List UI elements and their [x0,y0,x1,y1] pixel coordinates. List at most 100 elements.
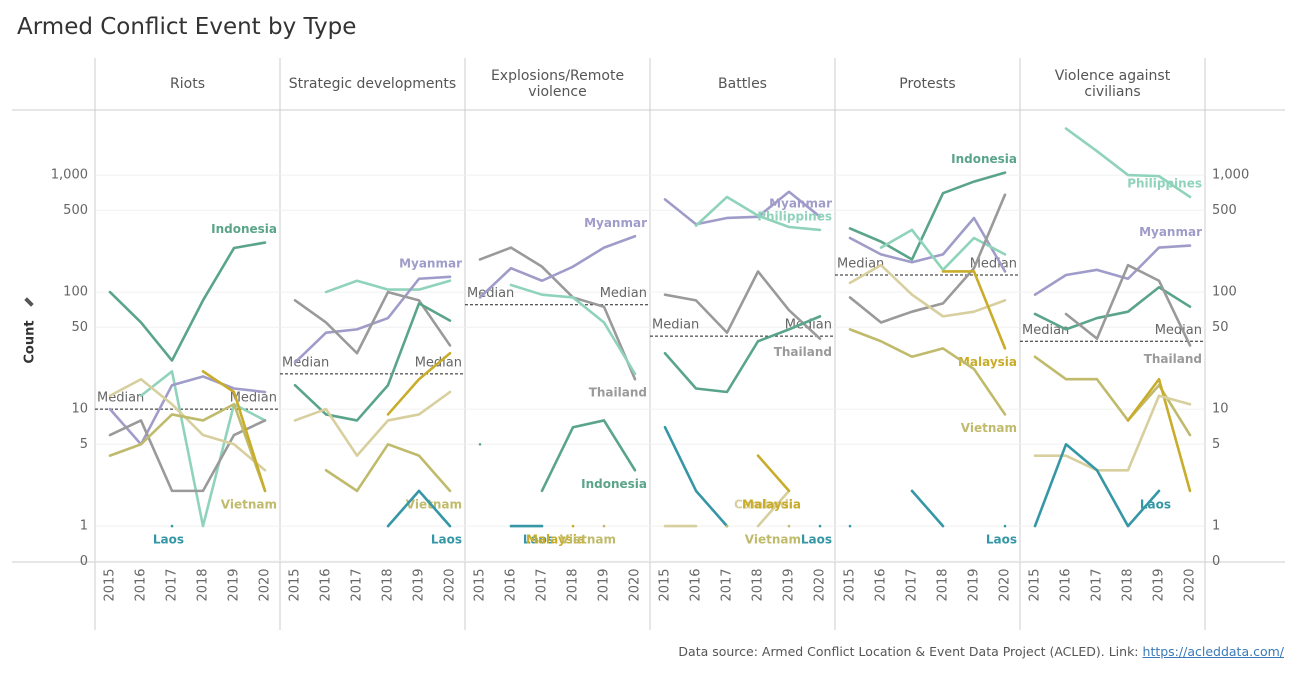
y-tick-label: 10 [1212,402,1229,417]
y-tick-label: 50 [71,320,88,335]
x-tick-label: 2017 [165,568,180,601]
y-tick-label: 0 [80,554,88,569]
series-line [386,489,452,528]
x-tick-label: 2016 [1059,568,1074,601]
x-tick-label: 2019 [967,568,982,601]
x-tick-label: 2020 [1183,568,1198,601]
y-tick-label: 50 [1212,320,1229,335]
series-line [663,190,822,226]
panel-title: Riots [170,76,205,92]
x-tick-label: 2020 [813,568,828,601]
median-label: Median [970,256,1017,271]
series-line [324,443,452,493]
x-tick-label: 2015 [658,568,673,601]
median-label: Median [97,391,144,406]
series-label: Laos [523,533,554,547]
x-tick-label: 2017 [905,568,920,601]
series-label: Myanmar [1139,225,1202,239]
x-tick-label: 2018 [936,568,951,601]
series-label: Laos [153,533,184,547]
y-tick-label: 5 [80,437,88,452]
footer: Data source: Armed Conflict Location & E… [678,644,1284,659]
y-tick-label: 1,000 [51,168,88,183]
x-tick-label: 2015 [843,568,858,601]
median-label: Median [785,318,832,333]
series-label: Laos [431,533,462,547]
x-tick-label: 2020 [998,568,1013,601]
series-line [478,246,637,381]
series-label: Malaysia [958,355,1017,369]
series-line [663,270,822,340]
series-line [324,279,452,294]
series-line [386,351,452,416]
series-label: Myanmar [399,256,462,270]
median-label: Median [282,355,329,370]
x-tick-label: 2017 [720,568,735,601]
x-tick-label: 2015 [1028,568,1043,601]
series-label: Cambodia [734,497,801,511]
x-tick-label: 2018 [1121,568,1136,601]
y-axis-label: Count [23,320,38,363]
panel-title: Explosions/Remote violence [490,68,625,100]
series-label: Thailand [774,345,832,359]
series-label: Indonesia [581,477,647,491]
x-tick-label: 2018 [381,568,396,601]
y-tick-label: 1 [1212,519,1220,534]
series-label: Thailand [1144,352,1202,366]
series-line [293,275,452,364]
x-tick-label: 2017 [535,568,550,601]
series-line [108,241,267,362]
series-line [663,425,822,528]
source-link[interactable]: https://acleddata.com/ [1142,644,1284,659]
series-label: Indonesia [211,222,277,236]
series-line [108,377,267,472]
x-tick-label: 2017 [350,568,365,601]
series-line [848,216,1007,273]
series-label: Vietnam [221,497,277,511]
series-label: Indonesia [951,152,1017,166]
y-tick-label: 5 [1212,437,1220,452]
panel-title: Protests [899,76,956,92]
x-tick-label: 2018 [751,568,766,601]
source-text: Data source: Armed Conflict Location & E… [678,644,1139,659]
series-label: Vietnam [745,533,801,547]
series-label: Philippines [1127,176,1202,190]
series-label: Vietnam [406,497,462,511]
series-label: Laos [801,533,832,547]
x-tick-label: 2016 [689,568,704,601]
series-label: Vietnam [560,533,616,547]
series-line [478,419,637,493]
panel-title: Violence against civilians [1054,68,1171,100]
series-line [663,489,791,528]
series-label: Philippines [757,209,832,223]
median-label: Median [230,391,277,406]
series-label: Laos [1140,497,1171,511]
series-line [848,193,1007,324]
series-line [293,390,452,457]
median-label: Median [1022,323,1069,338]
x-tick-label: 2018 [196,568,211,601]
series-label: Malaysia [742,497,801,511]
series-label: Laos [986,533,1017,547]
series-label: Myanmar [584,216,647,230]
series-line [509,283,637,376]
y-tick-label: 100 [63,285,88,300]
y-tick-label: 0 [1212,554,1220,569]
page-title: Armed Conflict Event by Type [17,14,357,40]
median-label: Median [652,318,699,333]
x-tick-label: 2020 [628,568,643,601]
median-label: Median [1155,323,1202,338]
series-line [108,375,267,446]
series-line [663,315,822,394]
x-tick-label: 2016 [319,568,334,601]
x-tick-label: 2019 [782,568,797,601]
series-line [756,454,791,493]
series-line [201,370,267,493]
pin-icon [24,297,34,307]
series-line [1033,355,1192,437]
series-line [848,263,1007,318]
x-tick-label: 2015 [288,568,303,601]
x-tick-label: 2017 [1090,568,1105,601]
